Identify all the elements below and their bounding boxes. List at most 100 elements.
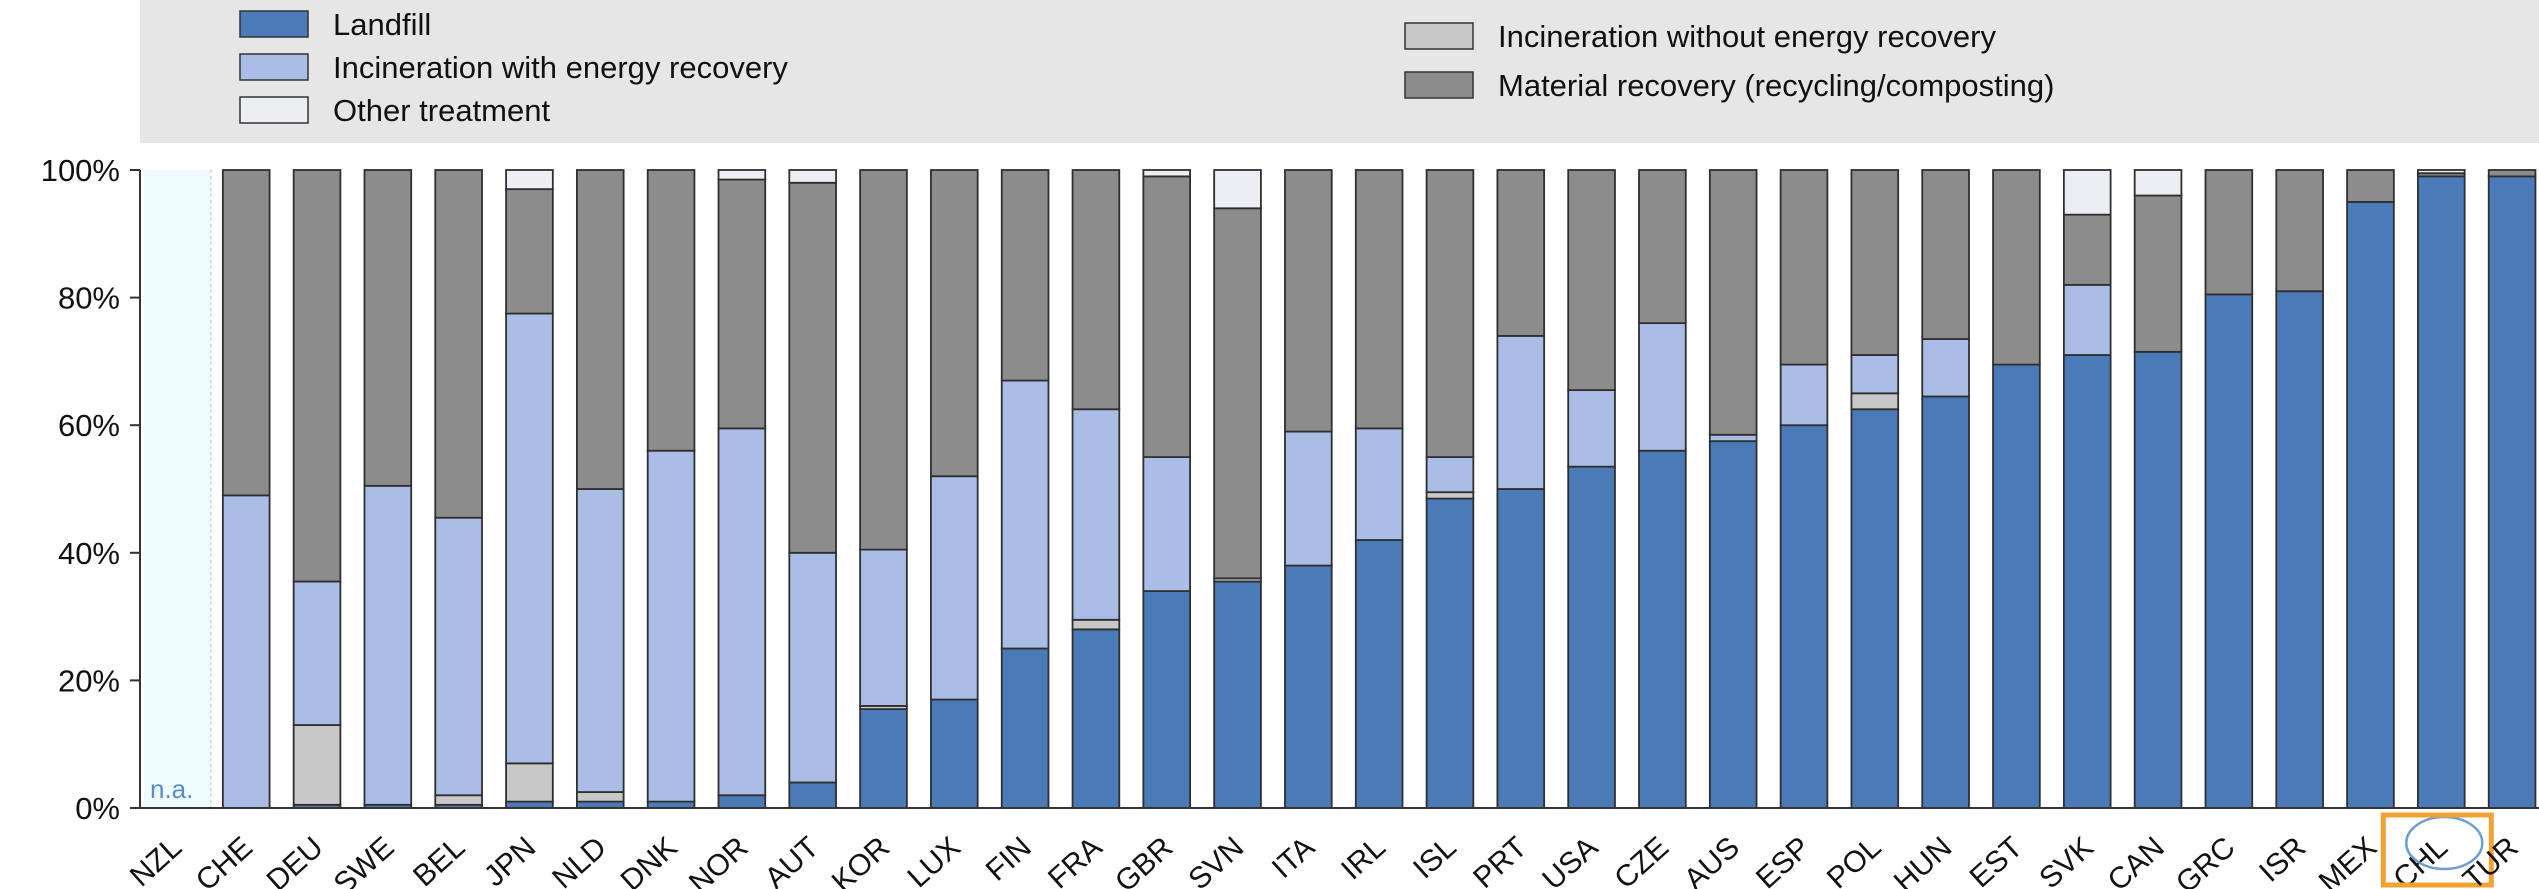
legend-label-incineration-without-energy-recovery: Incineration without energy recovery — [1498, 19, 1996, 54]
legend-swatch-material-recovery-recycling-composting — [1404, 71, 1474, 99]
bar-segment-fin-material-recovery-recycling-composting — [1000, 169, 1050, 382]
bar-segment-irl-landfill — [1354, 539, 1404, 809]
x-tick-label-lux: LUX — [902, 831, 967, 889]
bar-segment-irl-incineration-with-energy-recovery — [1354, 427, 1404, 541]
bar-segment-isr-landfill — [2275, 290, 2324, 809]
bar-segment-can-other-treatment — [2133, 169, 2183, 197]
bar-segment-jpn-incineration-without-energy-recovery — [505, 762, 554, 803]
y-tick-label: 20% — [58, 663, 120, 698]
legend: Landfill Incineration with energy recover… — [239, 7, 2054, 128]
x-tick-label-fra: FRA — [1042, 831, 1109, 889]
y-tick-label: 0% — [75, 791, 120, 826]
x-tick-label-jpn: JPN — [478, 831, 542, 889]
legend-swatch-landfill — [239, 10, 309, 38]
bar-segment-est-landfill — [1992, 363, 2041, 809]
bar-segment-kor-landfill — [859, 708, 908, 809]
bar-segment-nld-incineration-without-energy-recovery — [575, 791, 625, 803]
legend-swatch-incineration-with-energy-recovery — [239, 53, 309, 81]
bar-segment-aut-other-treatment — [788, 169, 837, 184]
bar-segment-aut-material-recovery-recycling-composting — [788, 181, 837, 554]
x-tick-label-aut: AUT — [759, 831, 826, 889]
bar-segment-pol-incineration-with-energy-recovery — [1850, 354, 1900, 395]
bar-segment-svn-landfill — [1213, 580, 1262, 809]
bar-segment-svn-material-recovery-recycling-composting — [1213, 207, 1262, 580]
bar-segment-lux-landfill — [930, 698, 979, 809]
bar-segment-gbr-other-treatment — [1142, 169, 1191, 178]
bar-segment-prt-material-recovery-recycling-composting — [1496, 169, 1546, 337]
legend-label-material-recovery-recycling-composting: Material recovery (recycling/composting) — [1498, 68, 2054, 103]
bar-segment-aus-incineration-with-energy-recovery — [1708, 433, 1758, 443]
y-tick-label: 100% — [41, 153, 120, 188]
bar-segment-esp-material-recovery-recycling-composting — [1779, 169, 1829, 366]
x-tick-label-nor: NOR — [683, 831, 755, 889]
bar-segment-aut-landfill — [788, 781, 837, 809]
bar-segment-prt-landfill — [1496, 488, 1546, 809]
bar-segment-grc-material-recovery-recycling-composting — [2204, 169, 2254, 296]
x-tick-label-swe: SWE — [328, 831, 401, 889]
bar-segment-can-landfill — [2133, 350, 2183, 809]
legend-label-other-treatment: Other treatment — [333, 93, 550, 128]
y-tick-label: 60% — [58, 408, 120, 443]
na-column-nzl — [144, 170, 211, 808]
bar-segment-svk-material-recovery-recycling-composting — [2062, 213, 2112, 286]
bar-segment-fra-incineration-without-energy-recovery — [1071, 618, 1121, 631]
bar-segment-deu-material-recovery-recycling-composting — [292, 169, 342, 583]
bar-segment-hun-landfill — [1921, 395, 1970, 809]
bar-segment-nor-landfill — [717, 794, 767, 809]
x-tick-label-gbr: GBR — [1109, 831, 1179, 889]
x-tick-label-irl: IRL — [1335, 831, 1392, 887]
bar-segment-dnk-incineration-with-energy-recovery — [646, 449, 696, 803]
x-tick-label-deu: DEU — [261, 831, 330, 889]
bar-segment-svk-other-treatment — [2062, 169, 2112, 216]
bar-segment-ita-incineration-with-energy-recovery — [1284, 430, 1333, 567]
x-tick-label-isr: ISR — [2253, 831, 2312, 889]
x-tick-label-can: CAN — [2102, 831, 2171, 889]
bar-segment-hun-incineration-with-energy-recovery — [1921, 338, 1970, 398]
bar-segment-gbr-material-recovery-recycling-composting — [1142, 175, 1191, 459]
bar-segment-usa-landfill — [1567, 465, 1616, 809]
bar-segment-deu-incineration-with-energy-recovery — [292, 580, 342, 726]
x-tick-label-cze: CZE — [1608, 831, 1675, 889]
bar-segment-dnk-material-recovery-recycling-composting — [646, 169, 696, 452]
bar-segment-swe-material-recovery-recycling-composting — [363, 169, 413, 487]
legend-swatch-other-treatment — [239, 96, 309, 124]
x-tick-label-nld: NLD — [546, 831, 613, 889]
bar-segment-chl-other-treatment — [2417, 169, 2466, 175]
x-tick-label-dnk: DNK — [615, 831, 684, 889]
bar-segment-grc-landfill — [2204, 293, 2254, 809]
bar-segment-ita-landfill — [1284, 564, 1333, 809]
x-tick-label-usa: USA — [1536, 831, 1604, 889]
bar-segment-aut-incineration-with-energy-recovery — [788, 551, 837, 784]
na-label: n.a. — [150, 774, 193, 804]
bar-segment-nor-incineration-with-energy-recovery — [717, 427, 767, 797]
bar-segment-nor-material-recovery-recycling-composting — [717, 178, 767, 430]
bar-segment-nld-material-recovery-recycling-composting — [575, 169, 625, 490]
bar-segment-can-material-recovery-recycling-composting — [2133, 194, 2183, 353]
bar-segment-jpn-material-recovery-recycling-composting — [505, 188, 554, 315]
bar-segment-irl-material-recovery-recycling-composting — [1354, 169, 1404, 430]
x-tick-label-mex: MEX — [2313, 831, 2383, 889]
bar-segment-est-material-recovery-recycling-composting — [1992, 169, 2041, 366]
highlight-box — [2380, 812, 2494, 888]
bar-segment-nld-incineration-with-energy-recovery — [575, 488, 625, 793]
bar-segment-bel-incineration-without-energy-recovery — [434, 794, 483, 806]
bar-segment-mex-material-recovery-recycling-composting — [2346, 169, 2395, 203]
bar-segment-usa-material-recovery-recycling-composting — [1567, 169, 1616, 392]
y-tick-label: 80% — [58, 281, 120, 316]
bar-segment-fin-landfill — [1000, 647, 1050, 809]
bar-segment-svn-other-treatment — [1213, 169, 1262, 210]
legend-label-landfill: Landfill — [333, 7, 431, 42]
x-tick-label-est: EST — [1964, 831, 2029, 889]
bar-segment-isl-incineration-with-energy-recovery — [1425, 456, 1475, 494]
x-tick-label-isl: ISL — [1407, 831, 1463, 886]
bar-segment-esp-landfill — [1779, 424, 1829, 809]
bar-segment-usa-incineration-with-energy-recovery — [1567, 389, 1616, 468]
bar-segment-kor-material-recovery-recycling-composting — [859, 169, 908, 551]
bar-segment-bel-incineration-with-energy-recovery — [434, 516, 483, 797]
bar-segment-kor-incineration-with-energy-recovery — [859, 548, 908, 707]
bar-segment-hun-material-recovery-recycling-composting — [1921, 169, 1970, 340]
bar-segment-fra-incineration-with-energy-recovery — [1071, 408, 1121, 621]
legend-label-incineration-with-energy-recovery: Incineration with energy recovery — [333, 50, 788, 85]
